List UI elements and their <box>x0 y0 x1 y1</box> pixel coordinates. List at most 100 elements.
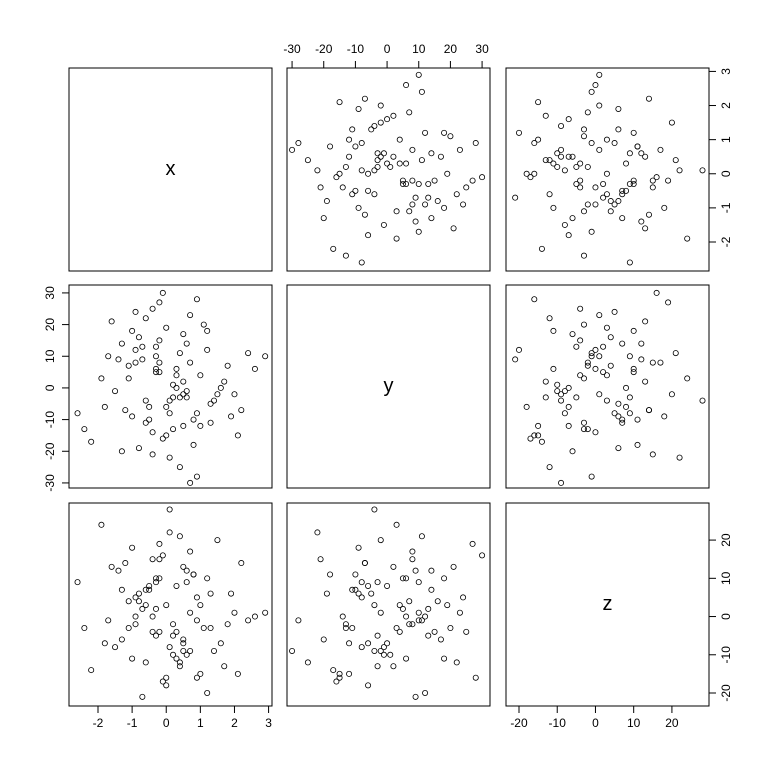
point <box>577 372 584 379</box>
point <box>365 682 372 689</box>
point <box>187 359 194 366</box>
point <box>135 590 142 597</box>
x-tick-label: 0 <box>592 716 599 730</box>
point <box>224 362 231 369</box>
point <box>603 397 610 404</box>
point <box>146 582 153 589</box>
point <box>607 362 614 369</box>
point <box>403 180 410 187</box>
point <box>600 369 607 376</box>
point <box>304 157 311 164</box>
point <box>444 602 451 609</box>
point <box>149 429 156 436</box>
point <box>460 201 467 208</box>
point <box>535 422 542 429</box>
point <box>101 640 108 647</box>
point <box>450 563 457 570</box>
point <box>122 407 129 414</box>
point <box>108 318 115 325</box>
point <box>619 419 626 426</box>
point <box>409 556 416 563</box>
point <box>88 438 95 445</box>
variable-label: z <box>603 593 613 615</box>
point <box>129 544 136 551</box>
point <box>399 575 406 582</box>
point <box>166 410 173 417</box>
point <box>588 350 595 357</box>
point <box>418 617 425 624</box>
point <box>238 560 245 567</box>
point <box>355 544 362 551</box>
point <box>415 609 422 616</box>
point <box>173 372 180 379</box>
point <box>596 391 603 398</box>
point <box>626 394 633 401</box>
point <box>565 422 572 429</box>
point <box>132 621 139 628</box>
point <box>634 416 641 423</box>
point <box>653 289 660 296</box>
point <box>180 378 187 385</box>
point <box>615 198 622 205</box>
point <box>642 378 649 385</box>
point <box>580 133 587 140</box>
point <box>323 198 330 205</box>
point <box>592 201 599 208</box>
point <box>204 327 211 334</box>
point <box>166 397 173 404</box>
point <box>173 365 180 372</box>
point <box>365 582 372 589</box>
point <box>377 119 384 126</box>
point <box>176 663 183 670</box>
point <box>238 407 245 414</box>
point <box>418 88 425 95</box>
y-tick-label: -10 <box>719 646 733 664</box>
point <box>365 640 372 647</box>
point <box>584 362 591 369</box>
point <box>580 252 587 259</box>
point <box>365 232 372 239</box>
point <box>580 126 587 133</box>
point <box>596 146 603 153</box>
point <box>320 636 327 643</box>
point <box>146 403 153 410</box>
point <box>630 177 637 184</box>
point <box>515 346 522 353</box>
point <box>142 397 149 404</box>
point <box>371 506 378 513</box>
point <box>535 432 542 439</box>
point <box>649 184 656 191</box>
x-tick-label: -20 <box>315 42 333 56</box>
point <box>183 340 190 347</box>
point <box>472 140 479 147</box>
point <box>558 391 565 398</box>
point <box>166 454 173 461</box>
point <box>346 640 353 647</box>
point <box>371 191 378 198</box>
point <box>88 667 95 674</box>
point <box>431 628 438 635</box>
point <box>615 126 622 133</box>
point <box>399 180 406 187</box>
point <box>156 628 163 635</box>
point <box>371 647 378 654</box>
point <box>596 102 603 109</box>
point <box>418 157 425 164</box>
point <box>561 388 568 395</box>
point <box>615 413 622 420</box>
point <box>441 204 448 211</box>
point <box>295 140 302 147</box>
point <box>152 365 159 372</box>
point <box>672 350 679 357</box>
point <box>197 602 204 609</box>
point <box>600 343 607 350</box>
point <box>187 479 194 486</box>
point <box>447 625 454 632</box>
point <box>607 334 614 341</box>
y-tick-label: 30 <box>43 286 57 300</box>
point <box>437 636 444 643</box>
point <box>176 464 183 471</box>
point <box>661 204 668 211</box>
point <box>349 586 356 593</box>
point <box>428 150 435 157</box>
